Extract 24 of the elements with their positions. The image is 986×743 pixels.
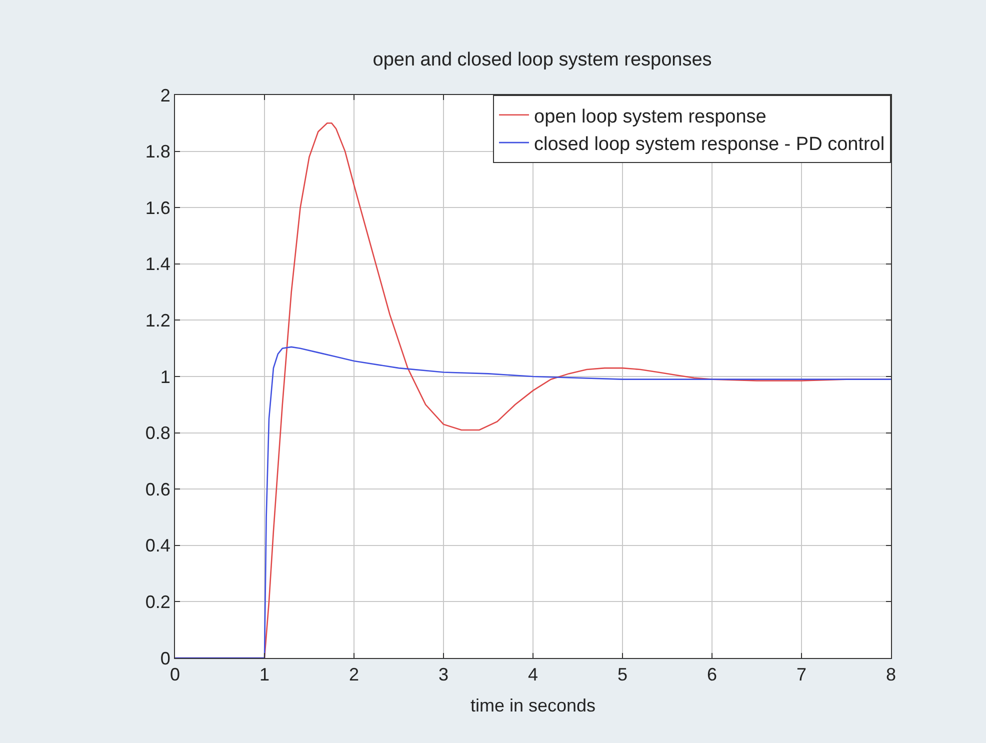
x-tick-label: 5 <box>617 664 628 685</box>
line-series <box>175 346 891 658</box>
x-tick-label: 7 <box>796 664 807 685</box>
y-tick-label: 1.4 <box>145 254 170 274</box>
y-tick-label: 1 <box>160 366 170 387</box>
x-axis-title: time in seconds <box>470 696 596 716</box>
x-tick-label: 3 <box>438 664 449 685</box>
x-tick-label: 4 <box>528 664 538 685</box>
y-tick-label: 0.6 <box>145 479 170 500</box>
x-tick-label: 8 <box>886 664 896 685</box>
y-tick-label: 0.2 <box>145 592 170 612</box>
y-tick-label: 0 <box>160 648 170 668</box>
y-tick-label: 1.2 <box>145 310 170 330</box>
y-tick-label: 1.8 <box>145 142 170 162</box>
x-tick-label: 6 <box>706 664 718 685</box>
y-tick-label: 0.8 <box>145 423 170 444</box>
chart-title: open and closed loop system responses <box>372 49 712 70</box>
x-tick-label: 2 <box>348 664 360 685</box>
legend-label: closed loop system response - PD control <box>534 134 885 155</box>
legend-label: open loop system response <box>534 106 766 128</box>
y-tick-label: 2 <box>160 85 170 106</box>
x-tick-label: 1 <box>259 664 270 685</box>
y-tick-label: 0.4 <box>145 536 170 556</box>
y-tick-label: 1.6 <box>145 198 170 218</box>
